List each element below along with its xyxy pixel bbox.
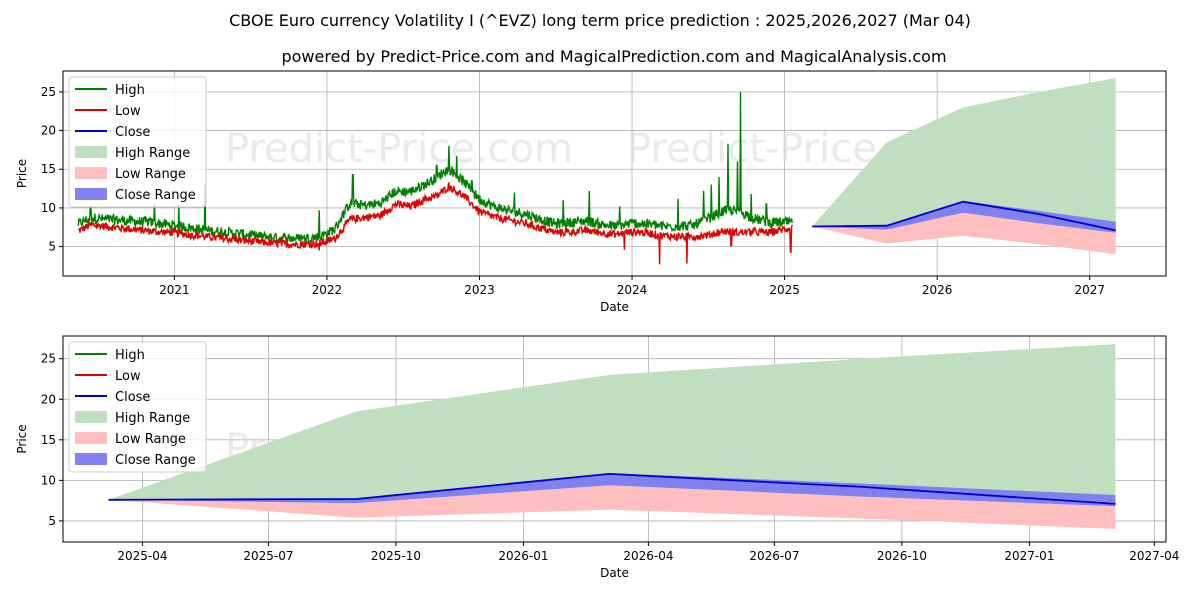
x-tick-label: 2027-04 [1129, 549, 1179, 563]
x-axis-ticks: 2025-04 2025-07 2025-10 2026-01 2026-04 2026-… [117, 542, 1179, 563]
y-tick-label: 15 [41, 162, 56, 176]
x-tick-label: 2024 [617, 283, 648, 297]
y-axis-label: Price [15, 159, 29, 188]
y-tick-label: 20 [41, 124, 56, 138]
y-tick-label: 25 [41, 85, 56, 99]
y-axis-label: Price [15, 424, 29, 453]
legend-label: High Range [115, 146, 190, 161]
legend: High Low Close High Range Low Range Close Ran… [68, 341, 207, 473]
legend-label: High [115, 348, 145, 363]
high-range-area [812, 78, 1116, 233]
legend-label: Close Range [115, 453, 196, 468]
axes-frame [62, 70, 1167, 277]
y-tick-label: 15 [41, 433, 56, 447]
legend-label: Close [115, 125, 150, 140]
legend-swatch-patch [75, 167, 107, 179]
axes-frame [62, 335, 1167, 543]
x-tick-label: 2023 [464, 283, 495, 297]
legend-label: Low Range [115, 167, 186, 182]
legend-label: Low [115, 369, 141, 384]
high-range-area [108, 344, 1116, 507]
low-series-line [78, 180, 793, 265]
figure-subtitle: powered by Predict-Price.com and Magical… [281, 47, 946, 66]
legend-swatch-patch [75, 432, 107, 444]
long-term-chart-panel: Predict-Price.comPredict-Price.comPredic… [15, 70, 1167, 314]
x-tick-label: 2027 [1074, 283, 1105, 297]
x-tick-label: 2026-10 [877, 549, 927, 563]
legend-swatch-patch [75, 411, 107, 423]
x-tick-label: 2026-01 [498, 549, 548, 563]
x-tick-label: 2025-10 [371, 549, 421, 563]
legend-label: Close [115, 390, 150, 405]
plot-area [77, 78, 1116, 265]
legend-label: High [115, 83, 145, 98]
x-axis-label: Date [600, 566, 629, 580]
x-tick-label: 2025 [769, 283, 800, 297]
x-tick-label: 2025-04 [117, 549, 167, 563]
plot-area [108, 344, 1116, 529]
figure-title: CBOE Euro currency Volatility I (^EVZ) l… [229, 11, 971, 30]
y-axis-ticks: 5 10 15 20 25 [41, 352, 63, 528]
x-tick-label: 2021 [159, 283, 190, 297]
watermark-text: Predict-Price.com [225, 126, 573, 172]
x-tick-label: 2026 [922, 283, 953, 297]
legend-label: High Range [115, 411, 190, 426]
low-range-area [812, 212, 1116, 255]
close-series-line [108, 472, 1116, 505]
low-range-area [108, 485, 1116, 529]
legend: High Low Close High Range Low Range Close Ran… [68, 76, 207, 208]
legend-swatch-patch [75, 453, 107, 465]
x-tick-label: 2026-04 [623, 549, 673, 563]
high-series-line [77, 91, 793, 245]
y-tick-label: 5 [48, 514, 56, 528]
x-tick-label: 2025-07 [243, 549, 293, 563]
legend-label: Low [115, 104, 141, 119]
y-tick-label: 10 [41, 473, 56, 487]
x-tick-label: 2022 [312, 283, 343, 297]
x-tick-label: 2027-01 [1004, 549, 1054, 563]
legend-label: Low Range [115, 432, 186, 447]
y-tick-label: 10 [41, 201, 56, 215]
forecast-zoom-chart-panel: Predict-Price.comPredict-Price.com2025-0… [15, 335, 1179, 580]
x-tick-label: 2026-07 [749, 549, 799, 563]
legend-swatch-patch [75, 188, 107, 200]
close-series-line [812, 200, 1116, 232]
y-tick-label: 20 [41, 392, 56, 406]
y-tick-label: 25 [41, 352, 56, 366]
y-tick-label: 5 [48, 240, 56, 254]
x-axis-ticks: 2021 2022 2023 2024 2025 2026 2027 [159, 276, 1105, 297]
x-axis-label: Date [600, 300, 629, 314]
legend-label: Close Range [115, 188, 196, 203]
legend-swatch-patch [75, 146, 107, 158]
y-axis-ticks: 5 10 15 20 25 [41, 85, 63, 254]
